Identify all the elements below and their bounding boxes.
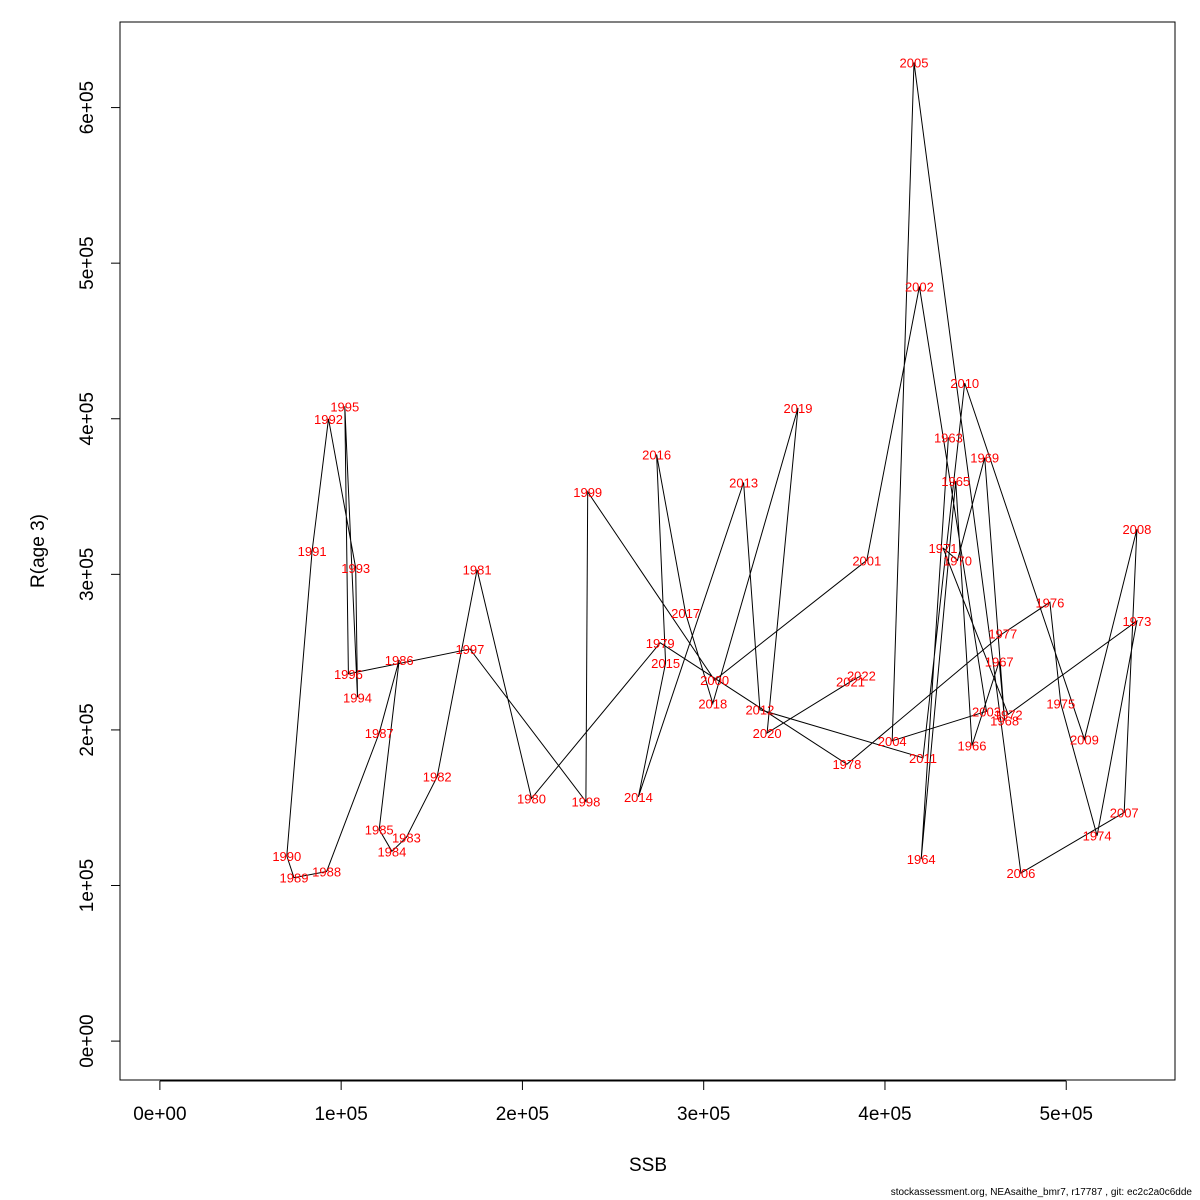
y-tick-label: 5e+05 [77, 236, 98, 289]
point-year-label: 2017 [671, 606, 700, 621]
point-year-label: 1979 [646, 636, 675, 651]
x-tick-label: 0e+00 [133, 1104, 186, 1125]
point-year-label: 1967 [985, 655, 1014, 670]
x-tick-label: 1e+05 [314, 1104, 367, 1125]
x-axis-title: SSB [629, 1155, 667, 1176]
point-year-label: 1994 [343, 690, 372, 705]
point-year-label: 1972 [994, 707, 1023, 722]
point-year-label: 1964 [907, 852, 936, 867]
y-tick-label: 2e+05 [77, 703, 98, 756]
y-tick-label: 1e+05 [77, 859, 98, 912]
point-year-label: 2006 [1006, 866, 1035, 881]
point-year-label: 2012 [745, 703, 774, 718]
point-year-label: 2004 [878, 734, 907, 749]
plot-frame [119, 21, 1176, 1081]
x-tick-label: 2e+05 [496, 1104, 549, 1125]
point-year-label: 1974 [1083, 829, 1112, 844]
x-axis: 0e+00 1e+05 2e+05 3e+05 4e+05 5e+05 [133, 1080, 1093, 1125]
point-year-label: 1963 [934, 430, 963, 445]
point-year-label: 2008 [1122, 522, 1151, 537]
point-year-label: 1990 [272, 849, 301, 864]
point-year-label: 1998 [571, 795, 600, 810]
point-year-label: 2002 [905, 280, 934, 295]
point-year-label: 2015 [651, 656, 680, 671]
point-year-label: 2009 [1070, 732, 1099, 747]
point-year-label: 2001 [852, 553, 881, 568]
point-year-label: 2007 [1110, 805, 1139, 820]
point-year-label: 1965 [941, 474, 970, 489]
point-year-label: 1988 [312, 865, 341, 880]
point-year-label: 2019 [784, 401, 813, 416]
point-year-label: 1992 [314, 412, 343, 427]
point-year-label: 1996 [334, 667, 363, 682]
x-tick-label: 4e+05 [858, 1104, 911, 1125]
point-year-label: 1981 [463, 563, 492, 578]
point-year-label: 1986 [385, 653, 414, 668]
point-year-label: 1980 [517, 791, 546, 806]
point-year-label: 1982 [423, 770, 452, 785]
point-year-label: 2011 [909, 751, 937, 766]
point-year-label: 1995 [330, 399, 359, 414]
point-year-label: 2003 [972, 704, 1001, 719]
point-year-label: 2018 [698, 697, 727, 712]
point-year-label: 1978 [832, 757, 861, 772]
point-year-label: 2000 [700, 673, 729, 688]
x-tick-label: 3e+05 [677, 1104, 730, 1125]
point-year-label: 1985 [365, 823, 394, 838]
series-path-layer [286, 62, 1138, 879]
point-year-label: 2014 [624, 790, 653, 805]
point-year-label: 1966 [958, 739, 987, 754]
point-year-label: 1973 [1122, 614, 1151, 629]
point-year-label: 2020 [753, 726, 782, 741]
x-tick-label: 5e+05 [1040, 1104, 1093, 1125]
footer-credit: stockassessment.org, NEAsaithe_bmr7, r17… [890, 1187, 1192, 1198]
y-axis: 0e+00 1e+05 2e+05 3e+05 4e+05 5e+05 6e+05 [77, 81, 121, 1068]
point-year-label: 1970 [943, 553, 972, 568]
point-year-label: 1971 [929, 541, 958, 556]
point-year-label: 2005 [900, 56, 929, 71]
point-year-label: 1975 [1046, 697, 1075, 712]
point-year-label: 1983 [392, 830, 421, 845]
point-year-label: 1968 [990, 714, 1019, 729]
y-tick-label: 4e+05 [77, 392, 98, 445]
point-year-label: 1991 [298, 544, 327, 559]
point-year-label: 1993 [341, 561, 370, 576]
point-year-label: 1977 [988, 627, 1017, 642]
point-year-label: 2010 [950, 376, 979, 391]
point-year-label: 1976 [1035, 595, 1064, 610]
point-year-label: 1997 [455, 642, 484, 657]
y-tick-label: 0e+00 [77, 1014, 98, 1067]
point-year-label: 1999 [573, 485, 602, 500]
point-year-label: 2016 [642, 448, 671, 463]
point-year-label: 1969 [970, 451, 999, 466]
y-tick-label: 6e+05 [77, 81, 98, 134]
sr-series-line [286, 62, 1138, 879]
point-year-label: 2021 [836, 675, 865, 690]
y-axis-title: R(age 3) [28, 514, 49, 588]
point-year-label: 1989 [280, 871, 309, 886]
y-tick-label: 3e+05 [77, 548, 98, 601]
point-year-label: 1987 [365, 726, 394, 741]
point-year-label: 2022 [847, 669, 876, 684]
point-year-label: 2013 [729, 476, 758, 491]
point-year-label: 1984 [377, 844, 406, 859]
